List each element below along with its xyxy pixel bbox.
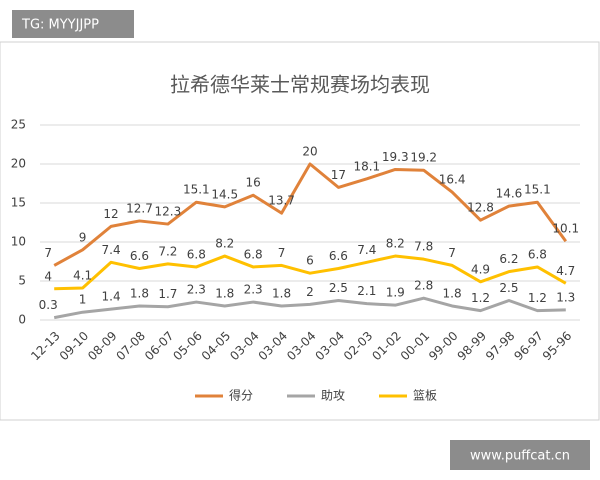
data-label: 2.8 (414, 279, 433, 293)
data-label: 6.6 (329, 249, 348, 263)
data-label: 2.5 (499, 281, 518, 295)
data-label: 1.4 (102, 290, 121, 304)
data-label: 1.2 (528, 291, 547, 305)
watermark: www.puffcat.cn (470, 449, 570, 464)
data-label: 7.4 (102, 243, 121, 257)
data-label: 1.8 (443, 286, 462, 300)
data-label: 12.7 (126, 201, 153, 215)
data-label: 14.6 (496, 187, 523, 201)
data-label: 7 (448, 246, 456, 260)
data-label: 2.3 (187, 283, 206, 297)
legend-label: 篮板 (413, 388, 437, 403)
data-label: 1 (79, 293, 87, 307)
data-label: 10.1 (552, 222, 579, 236)
data-label: 9 (79, 230, 87, 244)
data-label: 1.3 (556, 290, 575, 304)
data-label: 8.2 (386, 237, 405, 251)
watermark: TG: MYYJJPP (21, 18, 99, 33)
data-label: 2.3 (244, 283, 263, 297)
data-label: 2.1 (357, 284, 376, 298)
data-label: 20 (302, 145, 317, 159)
data-label: 4.1 (73, 269, 92, 283)
data-label: 6.2 (499, 252, 518, 266)
data-label: 16 (246, 176, 261, 190)
line (54, 254, 567, 291)
line (53, 162, 568, 267)
data-label: 6.8 (244, 247, 263, 261)
data-label: 15.1 (524, 183, 551, 197)
data-label: 2.5 (329, 281, 348, 295)
data-label: 6 (306, 254, 314, 268)
data-label: 1.8 (130, 286, 149, 300)
y-tick-label: 5 (18, 274, 26, 288)
y-tick-label: 15 (11, 196, 26, 210)
data-label: 12.3 (155, 205, 182, 219)
data-label: 1.7 (158, 287, 177, 301)
y-tick-label: 25 (11, 118, 26, 132)
data-label: 8.2 (215, 237, 234, 251)
data-label: 17 (331, 168, 346, 182)
data-label: 7.8 (414, 240, 433, 254)
data-label: 4.7 (556, 264, 575, 278)
data-label: 2 (306, 285, 314, 299)
chart-title: 拉希德华莱士常规赛场均表现 (170, 73, 430, 97)
data-label: 1.8 (272, 286, 291, 300)
data-label: 6.6 (130, 249, 149, 263)
data-label: 7.4 (357, 243, 376, 257)
legend-label: 得分 (229, 388, 253, 403)
data-label: 6.8 (528, 247, 547, 261)
data-label: 13.7 (268, 194, 295, 208)
legend-label: 助攻 (321, 389, 345, 403)
data-label: 7.2 (158, 244, 177, 258)
y-tick-label: 10 (11, 235, 26, 249)
chart-frame (0, 41, 600, 421)
watermark-box (12, 10, 134, 38)
line (53, 296, 566, 320)
data-label: 4 (44, 269, 52, 283)
data-label: 6.8 (187, 247, 206, 261)
data-label: 1.2 (471, 291, 490, 305)
y-tick-label: 0 (18, 313, 26, 327)
data-label: 1.9 (386, 286, 405, 300)
data-label: 14.5 (211, 187, 238, 201)
data-label: 7 (44, 246, 52, 260)
data-label: 7 (278, 246, 286, 260)
data-label: 16.4 (439, 173, 466, 187)
y-tick-label: 20 (11, 157, 26, 171)
data-label: 0.3 (39, 298, 58, 312)
data-label: 12 (103, 207, 118, 221)
watermark-box (450, 440, 590, 470)
data-label: 4.9 (471, 262, 490, 276)
data-label: 1.8 (215, 286, 234, 300)
data-label: 18.1 (353, 159, 380, 173)
data-label: 19.2 (410, 151, 437, 165)
data-label: 15.1 (183, 183, 210, 197)
data-label: 19.3 (382, 150, 409, 164)
data-label: 12.8 (467, 201, 494, 215)
